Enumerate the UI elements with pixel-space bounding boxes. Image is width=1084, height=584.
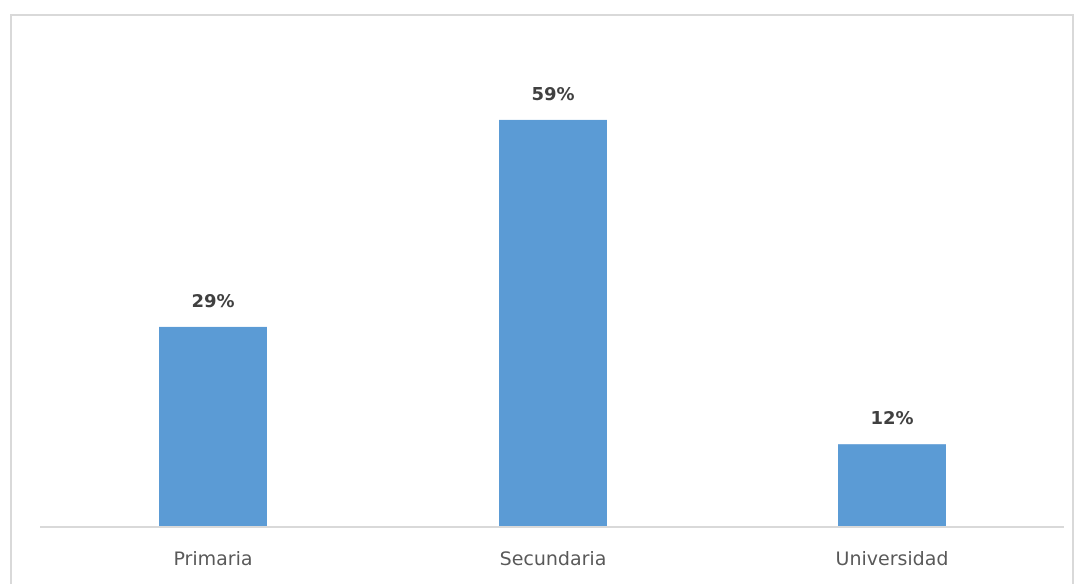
bar-universidad xyxy=(838,444,946,527)
bar-primaria xyxy=(159,326,267,527)
category-label-universidad: Universidad xyxy=(836,548,949,570)
data-label-secundaria: 59% xyxy=(531,84,574,105)
bar-secundaria xyxy=(499,119,607,528)
data-label-universidad: 12% xyxy=(870,408,913,429)
category-labels-group: Primaria Secundaria Universidad xyxy=(173,548,948,570)
bars-group xyxy=(159,119,946,528)
data-labels-group: 29% 59% 12% xyxy=(191,84,913,429)
data-label-primaria: 29% xyxy=(191,291,234,312)
category-label-secundaria: Secundaria xyxy=(500,548,607,570)
category-label-primaria: Primaria xyxy=(173,548,252,570)
